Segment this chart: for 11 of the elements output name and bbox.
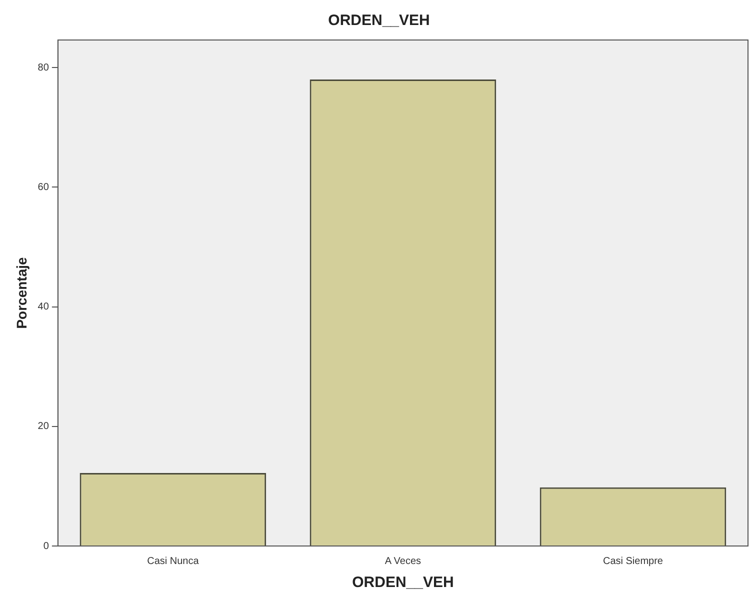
y-tick-label: 80 (38, 62, 50, 74)
chart-title: ORDEN__VEH (328, 12, 430, 30)
y-tick-label: 40 (38, 302, 50, 313)
x-tick-label: Casi Siempre (602, 556, 664, 567)
y-tick-label: 0 (43, 540, 50, 552)
y-tick-label: 20 (38, 421, 50, 432)
x-tick-label: Casi Nunca (147, 556, 200, 567)
x-axis-title: ORDEN__VEH (352, 574, 454, 592)
y-axis-title: Porcentaje (13, 256, 30, 329)
x-tick-label: A Veces (384, 556, 422, 567)
y-tick-label: 60 (38, 182, 50, 193)
